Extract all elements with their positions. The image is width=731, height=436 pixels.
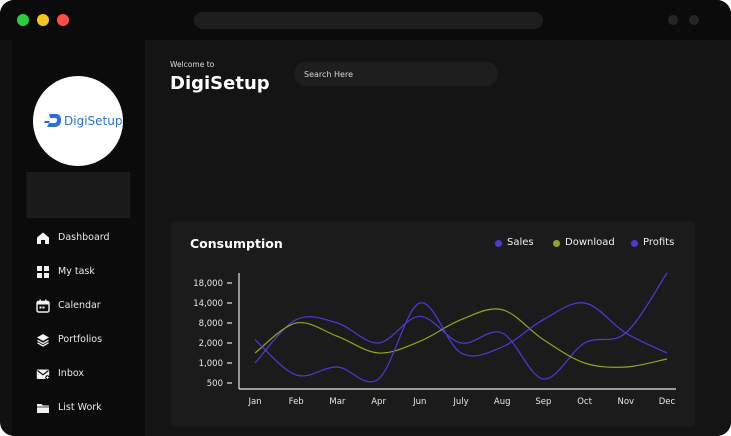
logo-text: DigiSetup: [64, 114, 123, 128]
legend-label: Sales: [507, 237, 534, 248]
y-tick-label: 8,000: [199, 319, 223, 329]
x-tick-label: Sep: [535, 397, 551, 407]
series-line-download: [254, 308, 668, 368]
x-tick-label: July: [452, 397, 468, 407]
sidebar-item-list-work[interactable]: List Work: [36, 400, 141, 418]
series-line-sales: [254, 272, 668, 380]
chart-card: Consumption Sales Download Profits 18,00…: [171, 221, 695, 427]
logo[interactable]: DigiSetup: [33, 76, 123, 166]
sidebar-item-label: Inbox: [58, 368, 84, 379]
y-tick-label: 2,000: [199, 339, 223, 349]
window-maximize-button[interactable]: [57, 14, 69, 26]
x-tick-label: Mar: [329, 397, 346, 407]
legend-label: Download: [565, 237, 615, 248]
y-tick-label: 500: [207, 379, 223, 389]
sidebar-item-my-task[interactable]: My task: [36, 264, 141, 282]
sidebar-item-inbox[interactable]: Inbox: [36, 366, 141, 384]
x-tick-label: Dec: [659, 397, 676, 407]
y-tick-label: 14,000: [193, 299, 223, 309]
folder-icon: [37, 404, 49, 413]
home-icon: [37, 232, 49, 244]
sidebar-item-portfolios[interactable]: Portfolios: [36, 332, 141, 350]
inbox-icon: [36, 369, 50, 380]
logo-mark-icon: [44, 114, 61, 127]
window-action-button[interactable]: [668, 15, 678, 25]
series-line-profits: [254, 302, 668, 383]
legend-swatch: [631, 240, 638, 247]
line-chart: 18,000 14,000 8,000 2,000 1,000 500 Jan Feb Mar A…: [193, 272, 676, 407]
x-tick-label: Oct: [577, 397, 592, 407]
sidebar-item-label: List Work: [58, 402, 102, 413]
sidebar: DigiSetup Dashboard My task Calendar: [12, 40, 145, 436]
search-input[interactable]: [294, 62, 498, 86]
x-tick-label: Nov: [618, 397, 635, 407]
address-bar[interactable]: [194, 12, 543, 29]
x-tick-label: Feb: [289, 397, 304, 407]
window-minimize-button[interactable]: [37, 14, 49, 26]
sidebar-item-label: Dashboard: [58, 232, 110, 243]
y-tick-label: 18,000: [193, 279, 223, 289]
sidebar-item-label: Calendar: [58, 300, 101, 311]
sidebar-item-dashboard[interactable]: Dashboard: [36, 230, 141, 248]
window-close-button[interactable]: [17, 14, 29, 26]
y-tick-label: 1,000: [199, 359, 223, 369]
sidebar-placeholder-box: [26, 172, 130, 218]
grid-icon: [37, 266, 49, 278]
x-tick-label: Aug: [494, 397, 511, 407]
page-title: DigiSetup: [170, 73, 270, 94]
sidebar-item-label: My task: [58, 266, 95, 277]
welcome-text: Welcome to: [170, 60, 215, 69]
sidebar-item-calendar[interactable]: Calendar: [36, 298, 141, 316]
main-content: Welcome to DigiSetup Consumption Sales D…: [145, 40, 731, 436]
calendar-icon: [36, 299, 50, 313]
x-tick-label: Apr: [371, 397, 386, 407]
title-bar: [0, 0, 731, 40]
x-tick-label: Jan: [247, 397, 261, 407]
layers-icon: [37, 334, 49, 347]
window-action-button[interactable]: [689, 15, 699, 25]
chart-title: Consumption: [190, 236, 283, 251]
legend-swatch: [553, 240, 560, 247]
legend-label: Profits: [643, 237, 675, 248]
legend-swatch: [495, 240, 502, 247]
x-tick-label: Jun: [412, 397, 426, 407]
sidebar-item-label: Portfolios: [58, 334, 103, 345]
